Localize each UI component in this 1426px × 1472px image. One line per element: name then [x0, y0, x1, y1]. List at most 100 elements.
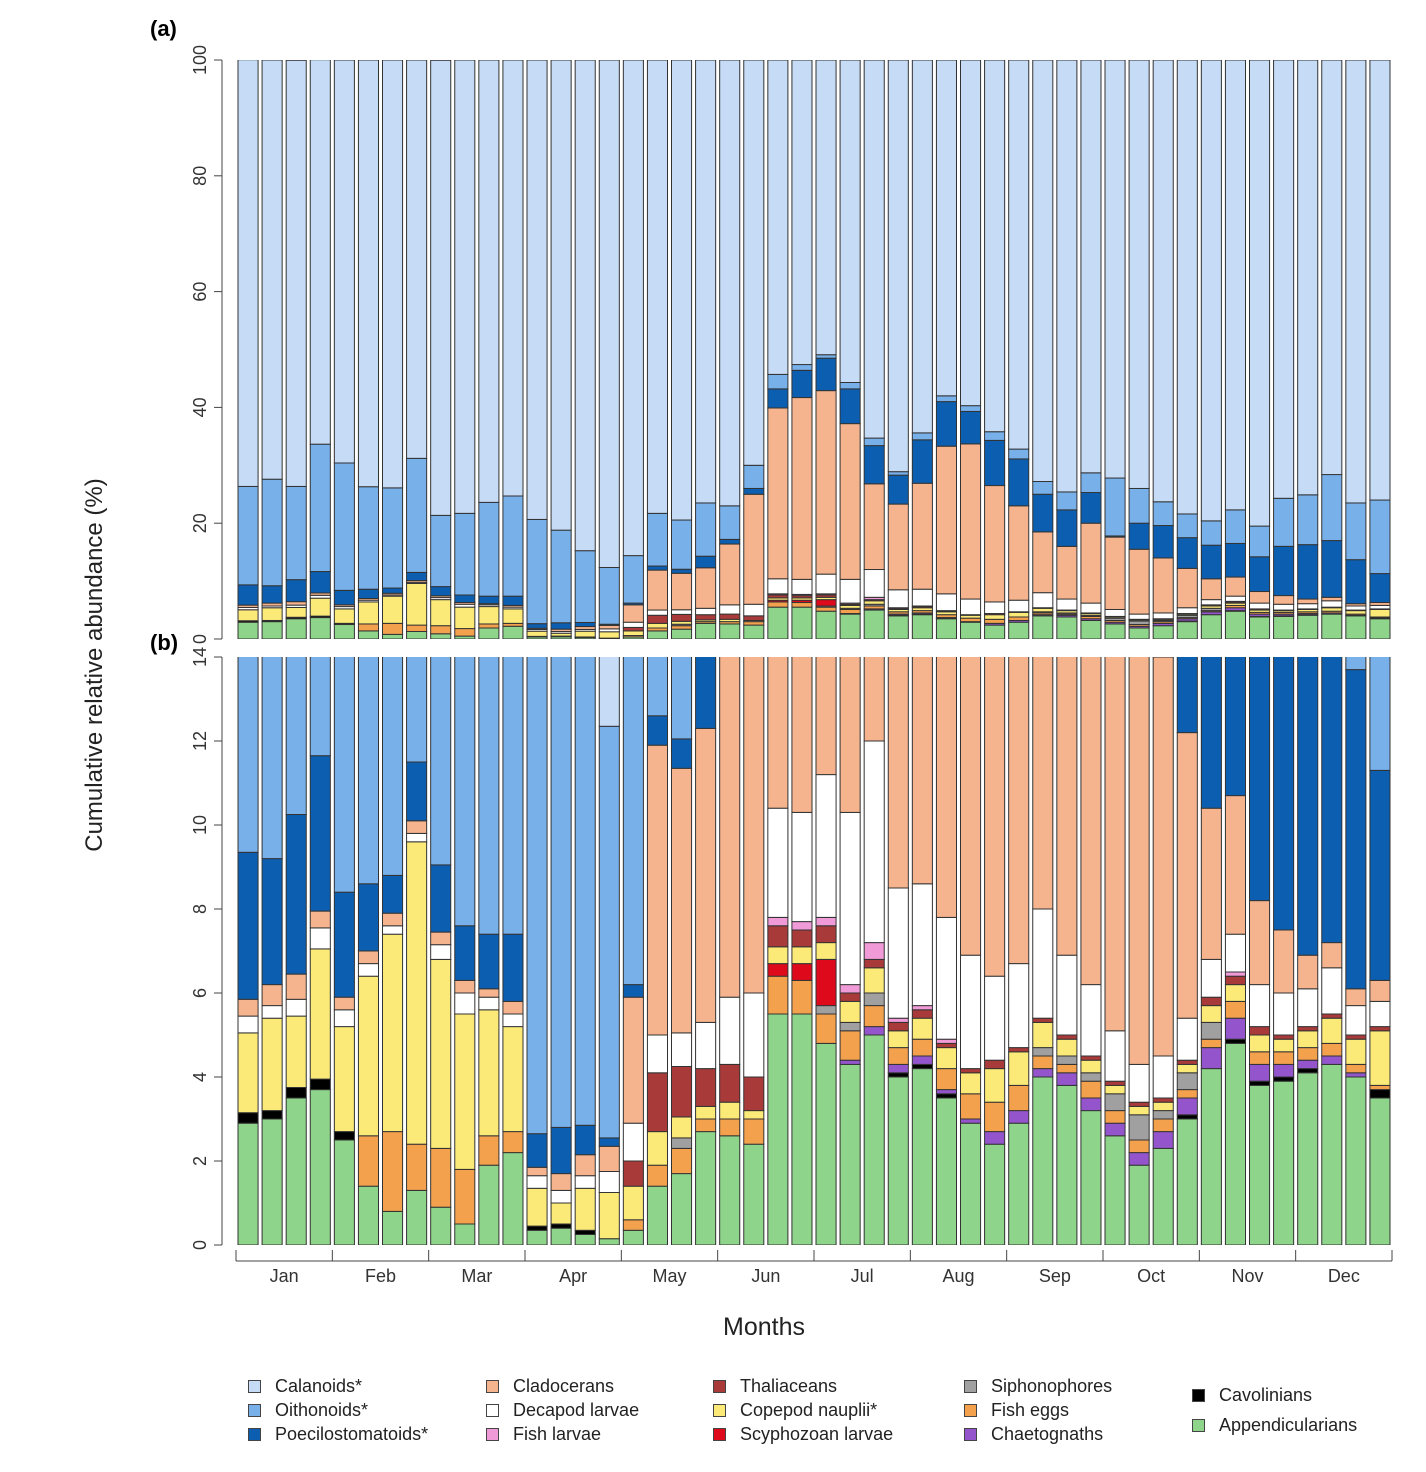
- segment-fish-eggs: [478, 1135, 500, 1166]
- segment-calanoids: [309, 60, 331, 445]
- segment-oithonoids: [333, 657, 355, 893]
- bar-34: [1032, 657, 1054, 1245]
- segment-poecilostomatoids: [767, 388, 789, 409]
- segment-oithonoids: [815, 354, 837, 359]
- segment-cladocerans: [1369, 979, 1391, 1002]
- segment-appendicularians: [935, 618, 957, 639]
- panel-a-label: (a): [150, 16, 177, 41]
- segment-cladocerans: [261, 984, 283, 1007]
- segment-copepod-nauplii: [526, 630, 548, 637]
- segment-thaliaceans: [1032, 1017, 1054, 1023]
- segment-fish-eggs: [1104, 1110, 1126, 1124]
- segment-cladocerans: [622, 604, 644, 623]
- segment-appendicularians: [1128, 1164, 1150, 1245]
- segment-cladocerans: [719, 543, 741, 606]
- segment-poecilostomatoids: [357, 883, 380, 952]
- bar-33: [1008, 60, 1030, 639]
- segment-poecilostomatoids: [887, 474, 909, 505]
- segment-oithonoids: [526, 518, 548, 625]
- segment-scyphozoan-larvae: [767, 963, 789, 977]
- segment-decapod-larvae: [1128, 613, 1150, 620]
- segment-chaetognaths: [1224, 1017, 1247, 1040]
- segment-fish-eggs: [1128, 1139, 1150, 1154]
- bar-1: [237, 60, 259, 639]
- segment-fish-eggs: [382, 622, 404, 635]
- segment-appendicularians: [1032, 615, 1054, 639]
- segment-appendicularians: [1297, 1072, 1319, 1245]
- bar-21: [719, 657, 741, 1245]
- segment-calanoids: [237, 60, 259, 487]
- segment-oithonoids: [237, 485, 259, 586]
- legend-swatch: [713, 1404, 726, 1417]
- segment-copepod-nauplii: [454, 606, 476, 630]
- segment-poecilostomatoids: [1032, 493, 1054, 533]
- segment-calanoids: [839, 60, 861, 383]
- segment-poecilostomatoids: [502, 933, 524, 1002]
- segment-appendicularians: [1224, 610, 1247, 639]
- segment-copepod-nauplii: [1056, 1038, 1078, 1057]
- segment-poecilostomatoids: [333, 891, 355, 998]
- segment-fish-eggs: [502, 1131, 524, 1154]
- segment-fish-larvae: [815, 916, 837, 927]
- bar-31: [960, 60, 982, 639]
- segment-fish-eggs: [357, 1135, 380, 1187]
- bar-16: [598, 60, 620, 639]
- segment-fish-eggs: [1032, 1055, 1054, 1070]
- bar-48: [1369, 657, 1391, 1245]
- segment-poecilostomatoids: [598, 1137, 620, 1147]
- y-tick-label: 12: [190, 731, 210, 751]
- segment-cladocerans: [598, 1145, 620, 1173]
- segment-cladocerans: [1104, 536, 1126, 610]
- segment-decapod-larvae: [1008, 599, 1030, 613]
- y-tick-label: 20: [190, 513, 210, 533]
- segment-siphonophores: [1032, 1047, 1054, 1057]
- segment-cladocerans: [815, 390, 837, 575]
- segment-appendicularians: [1321, 1063, 1343, 1245]
- legend-label: Decapod larvae: [513, 1400, 640, 1420]
- bar-24: [791, 657, 813, 1245]
- panel-a: 0 20 40 60 80 100: [190, 45, 1391, 644]
- segment-appendicularians: [478, 1164, 500, 1245]
- x-tick-label: Mar: [461, 1266, 492, 1286]
- legend-item-thaliaceans: Thaliaceans: [713, 1376, 837, 1397]
- segment-appendicularians: [406, 630, 428, 639]
- segment-calanoids: [1104, 60, 1126, 479]
- segment-decapod-larvae: [1369, 1000, 1391, 1028]
- segment-oithonoids: [430, 657, 452, 866]
- segment-oithonoids: [1152, 501, 1174, 527]
- legend-swatch: [964, 1380, 977, 1393]
- segment-copepod-nauplii: [863, 967, 885, 994]
- x-tick-label: Aug: [942, 1266, 974, 1286]
- segment-siphonophores: [863, 992, 885, 1007]
- segment-poecilostomatoids: [478, 933, 500, 990]
- segment-decapod-larvae: [1080, 984, 1102, 1057]
- segment-copepod-nauplii: [1176, 1063, 1198, 1074]
- bar-8: [406, 60, 428, 639]
- segment-oithonoids: [671, 657, 693, 740]
- bar-38: [1128, 60, 1150, 639]
- segment-oithonoids: [622, 555, 644, 604]
- segment-appendicularians: [454, 1223, 476, 1245]
- bar-2: [261, 60, 283, 639]
- segment-cladocerans: [911, 657, 933, 885]
- segment-cladocerans: [1152, 657, 1174, 1057]
- segment-oithonoids: [598, 566, 620, 625]
- legend-swatch: [486, 1404, 499, 1417]
- segment-copepod-nauplii: [767, 946, 789, 965]
- segment-thaliaceans: [1321, 1013, 1343, 1019]
- segment-appendicularians: [743, 1143, 765, 1245]
- segment-fish-eggs: [767, 601, 789, 608]
- segment-appendicularians: [261, 1118, 283, 1245]
- segment-appendicularians: [333, 624, 355, 639]
- segment-oithonoids: [502, 495, 524, 597]
- segment-poecilostomatoids: [815, 357, 837, 392]
- segment-copepod-nauplii: [646, 1131, 668, 1166]
- segment-cavolinians: [1176, 1114, 1198, 1120]
- segment-decapod-larvae: [622, 621, 644, 628]
- segment-copepod-nauplii: [526, 1187, 548, 1227]
- y-tick-label: 2: [190, 1156, 210, 1166]
- segment-fish-eggs: [839, 608, 861, 615]
- bar-45: [1297, 60, 1319, 639]
- bars-b: [237, 657, 1391, 1245]
- bar-44: [1273, 60, 1295, 639]
